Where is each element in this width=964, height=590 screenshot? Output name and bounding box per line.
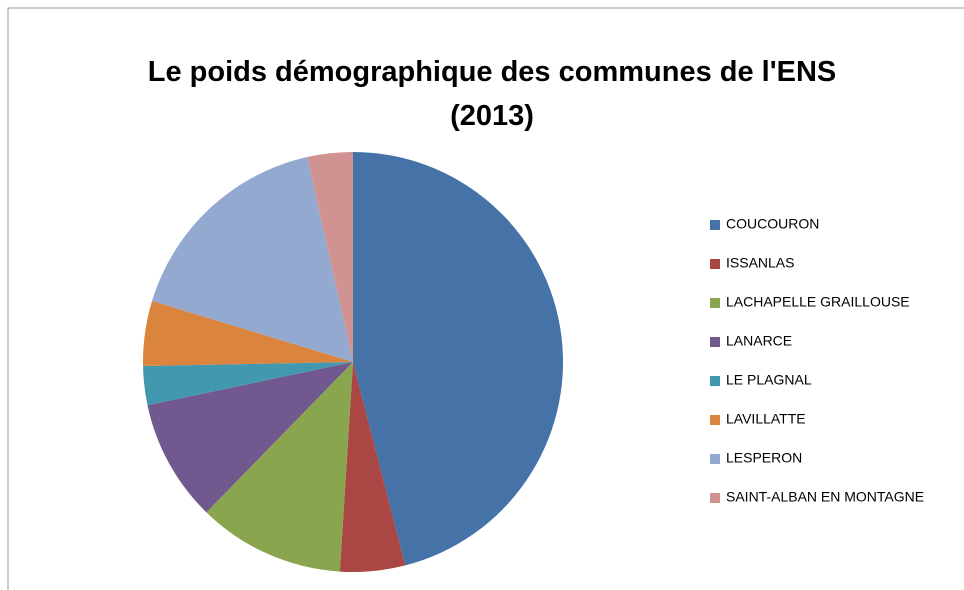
legend-swatch <box>710 259 720 269</box>
legend-swatch <box>710 337 720 347</box>
pie-slice <box>152 157 353 362</box>
pie-slice <box>147 362 353 513</box>
legend-label: ISSANLAS <box>726 255 794 271</box>
pie-slice <box>353 152 564 566</box>
legend-label: COUCOURON <box>726 216 819 232</box>
legend-swatch <box>710 376 720 386</box>
pie-slice <box>206 362 353 572</box>
frame-border <box>7 7 964 590</box>
legend-swatch <box>710 220 720 230</box>
pie-slice <box>307 152 353 362</box>
chart-title: Le poids démographique des communes de l… <box>147 56 837 132</box>
legend-swatch <box>710 298 720 308</box>
legend-label: LESPERON <box>726 450 802 466</box>
legend-label: LACHAPELLE GRAILLOUSE <box>726 294 910 310</box>
legend-swatch <box>710 415 720 425</box>
legend-label: SAINT-ALBAN EN MONTAGNE <box>726 489 924 505</box>
pie-slice <box>143 300 353 366</box>
legend-label: LANARCE <box>726 333 792 349</box>
pie-slice <box>143 362 353 406</box>
pie-slice <box>339 362 406 573</box>
legend-swatch <box>710 454 720 464</box>
legend-label: LAVILLATTE <box>726 411 806 427</box>
legend-label: LE PLAGNAL <box>726 372 812 388</box>
legend-swatch <box>710 493 720 503</box>
